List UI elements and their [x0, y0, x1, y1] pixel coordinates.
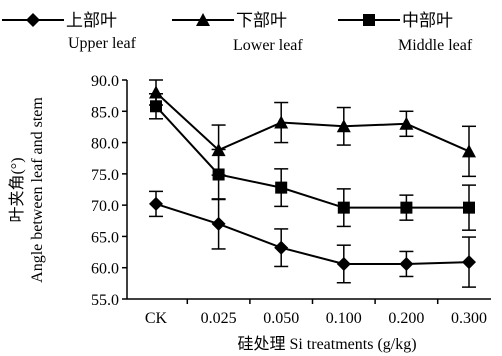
- x-tick-label: 0.025: [201, 310, 237, 327]
- y-tick-label: 55.0: [91, 292, 119, 309]
- x-axis-label: 硅处理 Si treatments (g/kg): [237, 335, 416, 353]
- data-point: [213, 168, 225, 180]
- y-tick-label: 80.0: [91, 136, 119, 153]
- y-tick-label: 90.0: [91, 73, 119, 90]
- y-tick-label: 70.0: [91, 198, 119, 215]
- data-point: [275, 182, 287, 194]
- x-tick-label: 0.300: [451, 310, 487, 327]
- legend-item-middle: 中部叶 Middle leaf: [338, 11, 473, 54]
- series-line: [156, 106, 469, 207]
- y-tick-label: 65.0: [91, 229, 119, 246]
- y-tick-label: 85.0: [91, 104, 119, 121]
- x-tick-label: 0.200: [388, 310, 424, 327]
- legend-marker-square: [363, 14, 375, 26]
- y-tick-label: 60.0: [91, 261, 119, 278]
- legend-upper-en: Upper leaf: [68, 35, 137, 52]
- x-tick-label: CK: [145, 310, 168, 327]
- series-diamond: [149, 191, 476, 287]
- legend: 上部叶 Upper leaf 下部叶 Lower leaf 中部叶 Middle…: [2, 11, 473, 54]
- series-triangle: [149, 80, 476, 176]
- data-point: [212, 217, 226, 231]
- data-point: [462, 255, 476, 269]
- legend-item-upper: 上部叶 Upper leaf: [2, 11, 137, 52]
- y-tick-label: 75.0: [91, 167, 119, 184]
- data-point: [274, 241, 288, 255]
- legend-middle-cn: 中部叶: [402, 11, 453, 30]
- series-line: [156, 204, 469, 264]
- legend-upper-cn: 上部叶: [66, 11, 117, 30]
- legend-lower-cn: 下部叶: [236, 11, 287, 30]
- legend-marker-diamond: [26, 13, 40, 27]
- data-point: [399, 257, 413, 271]
- data-point: [150, 100, 162, 112]
- legend-item-lower: 下部叶 Lower leaf: [172, 11, 303, 54]
- x-tick-label: 0.100: [326, 310, 362, 327]
- data-point: [400, 202, 412, 214]
- data-point: [462, 144, 476, 157]
- series-line: [156, 93, 469, 152]
- legend-lower-en: Lower leaf: [233, 37, 303, 54]
- legend-middle-en: Middle leaf: [398, 37, 473, 54]
- data-point: [337, 257, 351, 271]
- series-square: [149, 94, 476, 230]
- y-axis-label-cn: 叶夹角(°): [8, 157, 26, 222]
- data-point: [149, 197, 163, 211]
- y-axis-label-en: Angle between leaf and stem: [29, 97, 46, 283]
- series-layer: [149, 80, 476, 287]
- x-tick-label: 0.050: [263, 310, 299, 327]
- data-point: [338, 202, 350, 214]
- data-point: [463, 202, 475, 214]
